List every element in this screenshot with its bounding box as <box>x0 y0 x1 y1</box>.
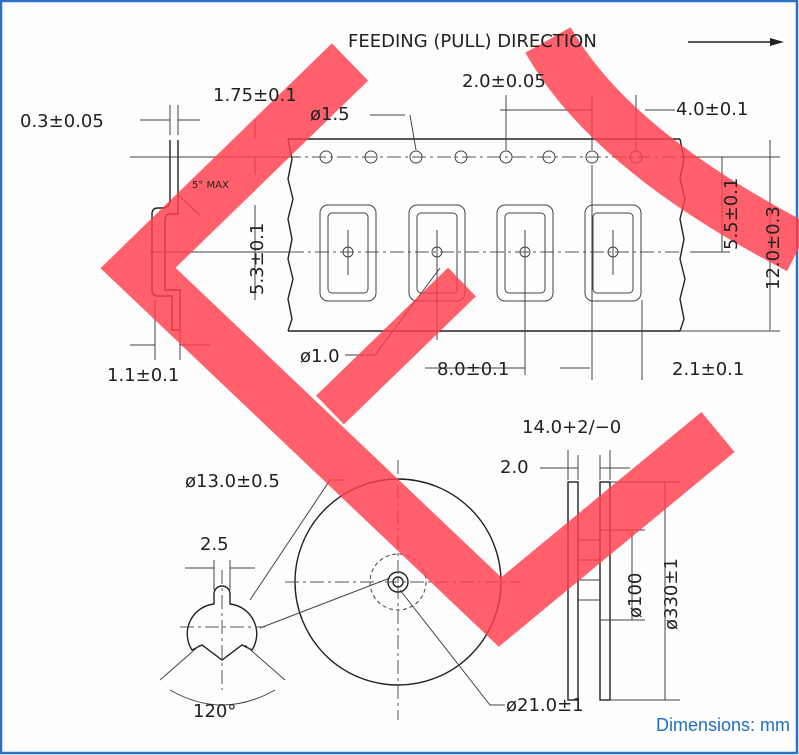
dimension: 2.1±0.1 <box>672 359 744 380</box>
dimension: 120° <box>193 701 236 722</box>
dimension: 5.5±0.1 <box>721 178 742 250</box>
dimension: 2.0 <box>500 457 529 478</box>
dimension: 8.0±0.1 <box>437 359 509 380</box>
dimension: 14.0+2/−0 <box>522 417 621 438</box>
dimension: ø1.0 <box>300 346 340 367</box>
dimension: ø330±1 <box>661 558 682 630</box>
dimension: 12.0±0.3 <box>763 206 784 290</box>
drawing: FEEDING (PULL) DIRECTION 2.0±0.05 1.75±0… <box>0 0 799 755</box>
dimension: 2.0±0.05 <box>462 71 546 92</box>
dimension: 1.75±0.1 <box>213 85 297 106</box>
title: FEEDING (PULL) DIRECTION <box>348 31 597 52</box>
dimension: ø100 <box>625 573 646 618</box>
dimension: ø21.0±1 <box>506 695 584 716</box>
units-note: Dimensions: mm <box>656 715 790 735</box>
dimension: 2.5 <box>200 534 229 555</box>
dimension: ø13.0±0.5 <box>185 471 280 492</box>
dimension: 4.0±0.1 <box>676 99 748 120</box>
dimension: 1.1±0.1 <box>107 365 179 386</box>
dimension: ø1.5 <box>310 104 350 125</box>
dimension: 0.3±0.05 <box>20 111 104 132</box>
dimension: 5.3±0.1 <box>247 223 268 295</box>
dimension: 5° MAX <box>192 180 229 191</box>
